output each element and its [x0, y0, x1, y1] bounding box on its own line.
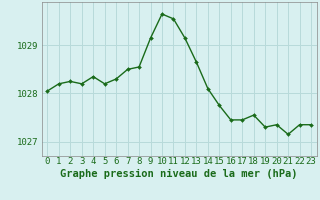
X-axis label: Graphe pression niveau de la mer (hPa): Graphe pression niveau de la mer (hPa) [60, 169, 298, 179]
